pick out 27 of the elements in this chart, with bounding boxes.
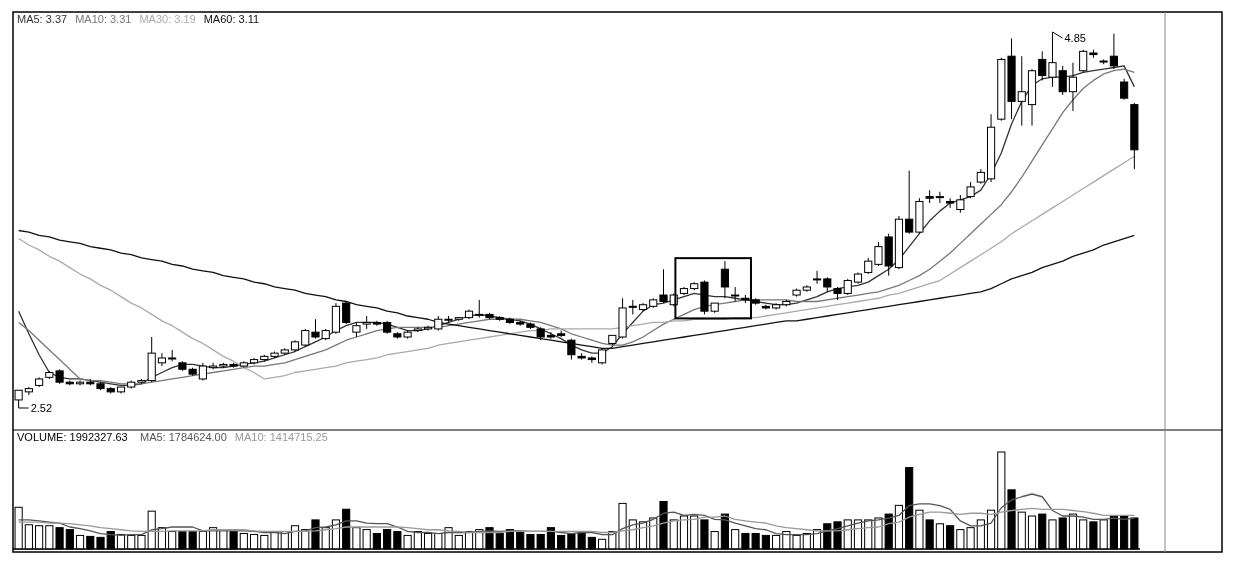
candlestick <box>720 260 730 299</box>
candlestick <box>342 300 351 325</box>
text: MA10: 1414715.25 <box>234 431 328 443</box>
text: MA5: 3.37 <box>17 13 68 25</box>
text: MA5: 1784624.00 <box>140 431 227 443</box>
candlestick <box>157 352 167 367</box>
annotation: 4.85 <box>1064 32 1086 44</box>
candlestick <box>1038 50 1047 81</box>
candlestick <box>557 330 566 338</box>
text: MA30: 3.19 <box>139 13 196 25</box>
candlestick <box>946 197 955 209</box>
candlestick <box>1079 49 1088 73</box>
candlestick <box>1109 33 1118 70</box>
chart-title: VOLUME: 1992327.63 <box>17 431 128 443</box>
candlestick <box>567 338 576 361</box>
candlestick <box>812 270 822 285</box>
candlestick <box>209 362 218 370</box>
candlestick <box>935 191 944 204</box>
annotation: 2.52 <box>30 402 53 414</box>
candlestick <box>587 355 596 364</box>
text: MA10: 3.31 <box>75 13 132 25</box>
candlestick <box>546 331 555 340</box>
text: MA60: 3.11 <box>203 13 260 25</box>
candlestick <box>1120 78 1129 101</box>
candlestick <box>1017 55 1026 127</box>
candlestick <box>905 170 914 235</box>
candlestick <box>1068 62 1078 112</box>
